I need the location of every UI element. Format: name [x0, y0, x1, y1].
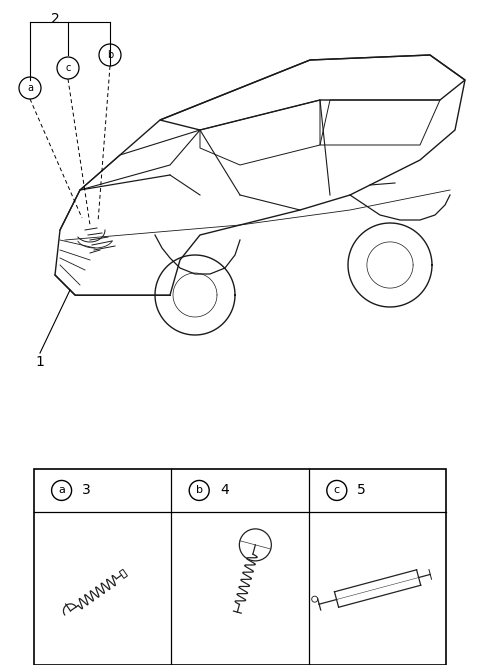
Bar: [34, 469, 446, 665]
Text: 3: 3: [82, 483, 91, 497]
Text: a: a: [58, 485, 65, 495]
Text: b: b: [196, 485, 203, 495]
Text: 5: 5: [358, 483, 366, 497]
Text: c: c: [334, 485, 340, 495]
Text: c: c: [65, 63, 71, 73]
Text: 4: 4: [220, 483, 228, 497]
Text: b: b: [107, 50, 113, 60]
Text: 1: 1: [36, 355, 45, 369]
Text: a: a: [27, 83, 33, 93]
Text: 2: 2: [50, 12, 60, 26]
